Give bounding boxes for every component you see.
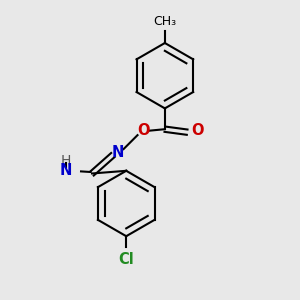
Text: CH₃: CH₃: [153, 14, 176, 28]
Text: O: O: [192, 123, 204, 138]
Text: N: N: [112, 145, 124, 160]
Text: Cl: Cl: [118, 252, 134, 267]
Text: N: N: [60, 163, 72, 178]
Text: O: O: [137, 123, 150, 138]
Text: H: H: [61, 154, 71, 168]
